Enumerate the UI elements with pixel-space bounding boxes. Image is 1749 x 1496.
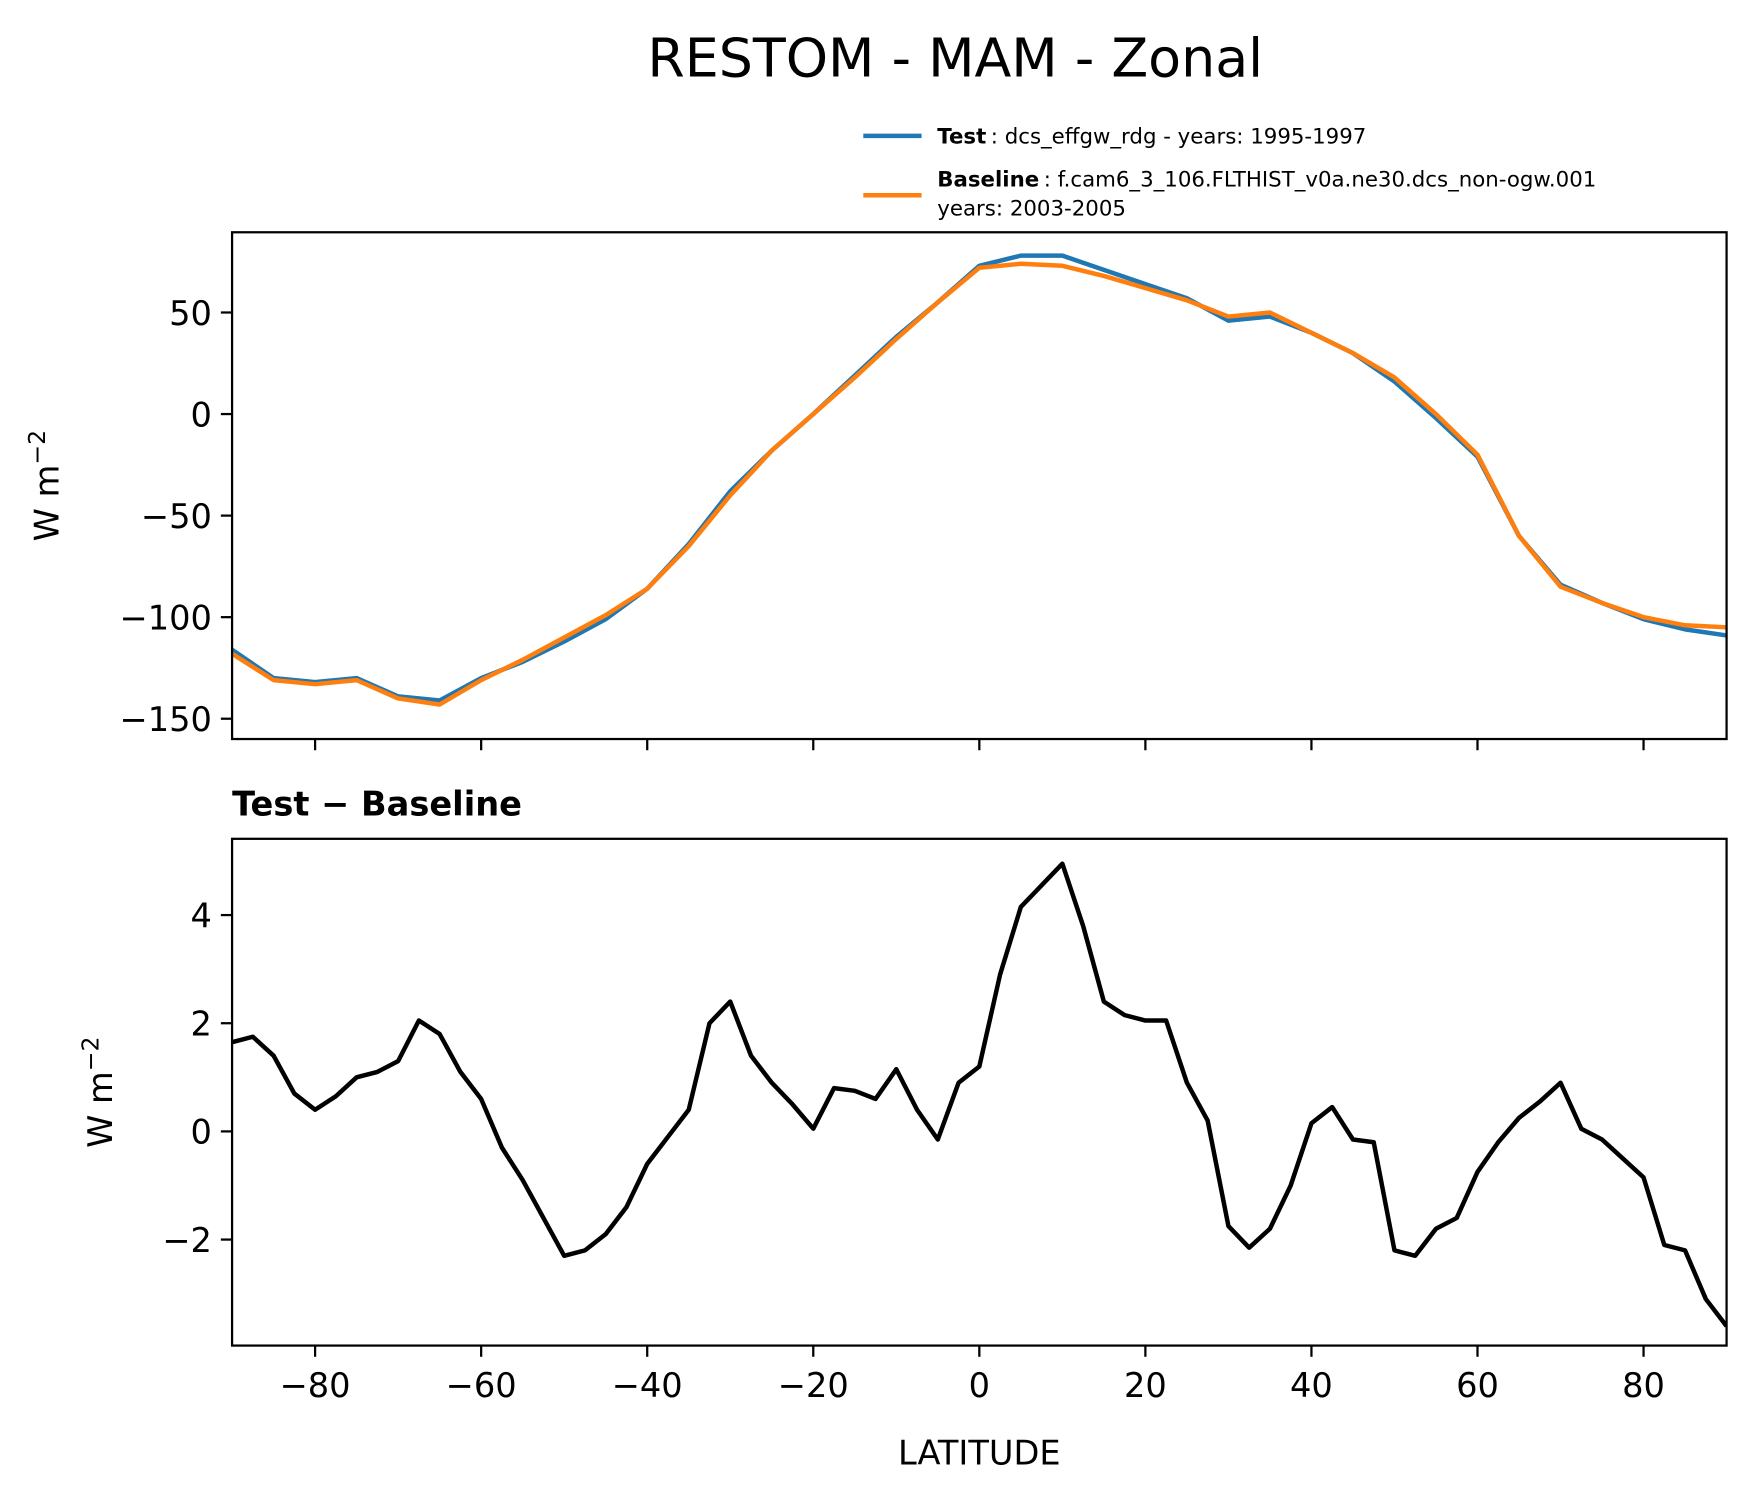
y-tick-label: 4	[190, 896, 211, 935]
x-tick-label: −80	[280, 1366, 351, 1405]
legend-name: Test	[937, 125, 986, 150]
legend-label: : f.cam6_3_106.FLTHIST_v0a.ne30.dcs_non-…	[1044, 167, 1597, 192]
axes-frame	[230, 231, 1728, 741]
axes-frame	[230, 837, 1728, 1347]
y-tick-label: −150	[120, 700, 212, 739]
legend-label: years: 2003-2005	[937, 196, 1126, 221]
x-tick-label: 0	[969, 1366, 990, 1405]
x-tick-label: −60	[446, 1366, 517, 1405]
y-tick-label: 0	[190, 395, 211, 434]
x-tick-label: 80	[1622, 1366, 1665, 1405]
x-axis-label: LATITUDE	[898, 1433, 1061, 1472]
y-label-text: W m	[81, 1071, 120, 1148]
legend-name: Baseline	[937, 167, 1039, 192]
y-axis-label: W m−2	[77, 1036, 120, 1147]
legend-entry: Baseline: f.cam6_3_106.FLTHIST_v0a.ne30.…	[937, 167, 1596, 192]
y-label-sup: −2	[77, 1036, 105, 1071]
y-axis-label: W m−2	[23, 430, 66, 541]
y-tick-label: 0	[190, 1113, 211, 1152]
data-line	[232, 861, 1727, 1328]
y-tick-label: 50	[169, 294, 212, 333]
y-tick-label: −100	[120, 598, 212, 637]
y-label-text: W m	[27, 465, 66, 542]
y-tick-label: 2	[190, 1005, 211, 1044]
plot-area	[232, 861, 1727, 1328]
legend-entry: Test: dcs_effgw_rdg - years: 1995-1997	[937, 125, 1366, 150]
legend-label: : dcs_effgw_rdg - years: 1995-1997	[991, 125, 1367, 150]
x-tick-label: −20	[778, 1366, 849, 1405]
x-tick-label: 20	[1124, 1366, 1167, 1405]
data-line	[232, 253, 1727, 703]
plot-area	[232, 253, 1727, 707]
x-tick-label: 60	[1456, 1366, 1499, 1405]
x-tick-label: 40	[1290, 1366, 1333, 1405]
y-label-sup: −2	[23, 430, 51, 465]
y-tick-label: −50	[141, 497, 212, 536]
data-line	[232, 261, 1727, 707]
chart-title: RESTOM - MAM - Zonal	[647, 26, 1263, 89]
subplot-title: Test − Baseline	[232, 784, 522, 823]
y-tick-label: −2	[162, 1221, 212, 1260]
x-tick-label: −40	[612, 1366, 683, 1405]
